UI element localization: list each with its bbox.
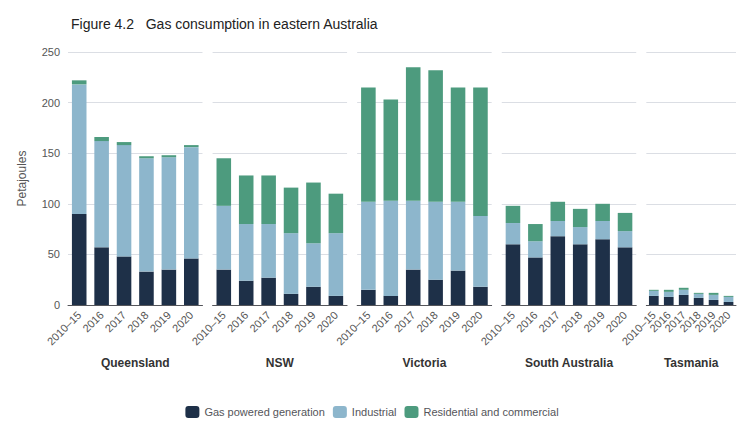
svg-text:2017: 2017 xyxy=(103,309,129,335)
svg-text:2017: 2017 xyxy=(247,309,273,335)
svg-text:Residential and commercial: Residential and commercial xyxy=(423,406,558,418)
svg-text:2010–15: 2010–15 xyxy=(45,309,84,348)
svg-text:Industrial: Industrial xyxy=(352,406,397,418)
svg-text:2016: 2016 xyxy=(225,309,251,335)
svg-text:2020: 2020 xyxy=(314,309,340,335)
svg-text:0: 0 xyxy=(54,299,60,311)
svg-text:2019: 2019 xyxy=(147,309,173,335)
svg-text:2017: 2017 xyxy=(392,309,418,335)
svg-text:Gas powered generation: Gas powered generation xyxy=(204,406,324,418)
svg-text:2018: 2018 xyxy=(677,308,703,335)
svg-text:Petajoules: Petajoules xyxy=(15,150,29,206)
svg-text:2016: 2016 xyxy=(647,308,673,335)
svg-text:2020: 2020 xyxy=(604,309,630,335)
svg-text:2019: 2019 xyxy=(581,309,607,335)
svg-text:2016: 2016 xyxy=(369,309,395,335)
svg-text:Tasmania: Tasmania xyxy=(664,356,719,370)
svg-text:2019: 2019 xyxy=(292,309,318,335)
svg-text:2020: 2020 xyxy=(170,309,196,335)
svg-text:2018: 2018 xyxy=(559,309,585,335)
svg-text:2017: 2017 xyxy=(536,309,562,335)
svg-text:2018: 2018 xyxy=(270,309,296,335)
svg-text:2018: 2018 xyxy=(125,309,151,335)
svg-text:NSW: NSW xyxy=(266,356,295,370)
svg-text:2016: 2016 xyxy=(514,309,540,335)
svg-text:200: 200 xyxy=(42,97,60,109)
svg-text:Queensland: Queensland xyxy=(101,356,170,370)
svg-text:2019: 2019 xyxy=(692,308,718,335)
svg-text:2010–15: 2010–15 xyxy=(189,309,228,348)
svg-text:Figure 4.2 Gas consumption i: Figure 4.2 Gas consumption in eastern Au… xyxy=(71,16,378,32)
svg-text:2016: 2016 xyxy=(80,309,106,335)
svg-text:2019: 2019 xyxy=(437,309,463,335)
svg-text:2010–15: 2010–15 xyxy=(334,309,373,348)
svg-text:2020: 2020 xyxy=(707,309,733,335)
svg-text:250: 250 xyxy=(42,46,60,58)
svg-text:100: 100 xyxy=(42,198,60,210)
svg-text:South Australia: South Australia xyxy=(525,356,614,370)
svg-text:2018: 2018 xyxy=(414,309,440,335)
svg-text:150: 150 xyxy=(42,147,60,159)
svg-text:2017: 2017 xyxy=(662,308,688,335)
svg-text:2010–15: 2010–15 xyxy=(619,308,659,348)
svg-text:2020: 2020 xyxy=(459,309,485,335)
svg-text:2010–15: 2010–15 xyxy=(478,309,517,348)
svg-text:Victoria: Victoria xyxy=(403,356,447,370)
svg-text:50: 50 xyxy=(48,248,60,260)
